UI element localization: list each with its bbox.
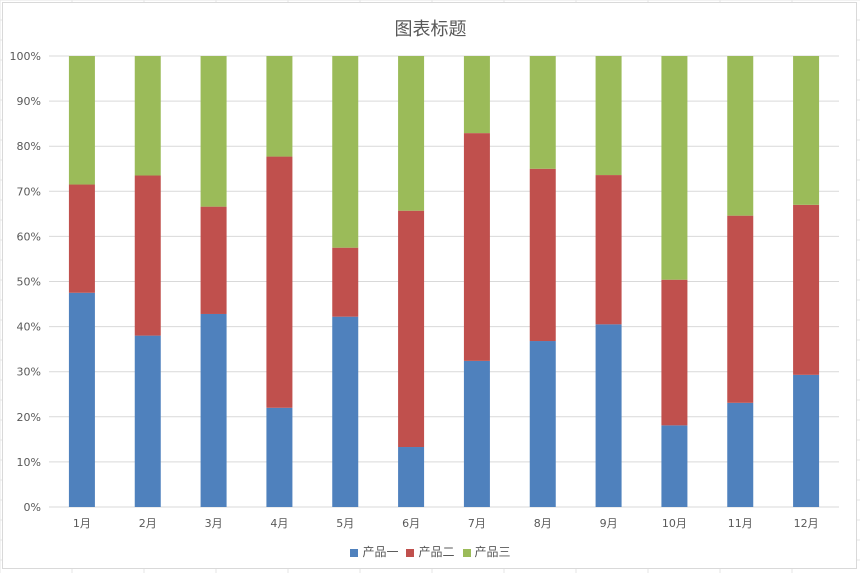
y-tick-label: 10% — [17, 456, 41, 469]
x-tick-label: 10月 — [662, 517, 687, 530]
bar-segment-series-1[interactable] — [595, 324, 622, 507]
y-tick-label: 20% — [17, 411, 41, 424]
x-tick-label: 2月 — [139, 517, 157, 530]
bar-segment-series-2[interactable] — [661, 279, 688, 426]
bar-segment-series-1[interactable] — [661, 425, 688, 507]
bar-segment-series-1[interactable] — [266, 407, 293, 507]
bar-segment-series-2[interactable] — [266, 156, 293, 408]
bar-segment-series-1[interactable] — [398, 447, 425, 507]
y-tick-label: 90% — [17, 95, 41, 108]
bar-segment-series-1[interactable] — [727, 402, 754, 507]
bar-segment-series-1[interactable] — [134, 335, 161, 507]
legend-swatch — [350, 548, 359, 557]
bar-segment-series-2[interactable] — [134, 175, 161, 336]
x-tick-label: 5月 — [336, 517, 354, 530]
bar-segment-series-2[interactable] — [793, 204, 820, 375]
x-tick-label: 4月 — [270, 517, 288, 530]
y-tick-label: 30% — [17, 366, 41, 379]
bar-segment-series-3[interactable] — [463, 56, 490, 134]
legend-item-series-3[interactable]: 产品三 — [462, 543, 511, 560]
x-tick-label: 7月 — [468, 517, 486, 530]
y-tick-label: 100% — [10, 50, 41, 63]
bar-segment-series-3[interactable] — [134, 56, 161, 176]
bar-segment-series-2[interactable] — [332, 247, 359, 317]
x-tick-label: 1月 — [73, 517, 91, 530]
bar-segment-series-2[interactable] — [398, 210, 425, 448]
legend-swatch — [462, 548, 471, 557]
chart-title[interactable]: 图表标题 — [394, 19, 467, 40]
y-tick-label: 80% — [17, 140, 41, 153]
y-tick-label: 0% — [24, 501, 41, 514]
x-tick-label: 3月 — [205, 517, 223, 530]
legend-label: 产品一 — [362, 545, 399, 559]
bar-segment-series-1[interactable] — [463, 360, 490, 507]
x-tick-label: 8月 — [534, 517, 552, 530]
x-tick-label: 6月 — [402, 517, 420, 530]
bar-segment-series-3[interactable] — [266, 56, 293, 157]
legend[interactable]: 产品一 产品二 产品三 — [3, 543, 858, 560]
bar-segment-series-3[interactable] — [200, 56, 227, 207]
x-tick-label: 12月 — [794, 517, 819, 530]
bar-segment-series-3[interactable] — [529, 56, 556, 169]
bar-segment-series-3[interactable] — [595, 56, 622, 176]
bar-segment-series-3[interactable] — [68, 56, 95, 185]
bar-segment-series-2[interactable] — [200, 206, 227, 314]
bar-segment-series-1[interactable] — [200, 313, 227, 507]
legend-item-series-1[interactable]: 产品一 — [350, 543, 398, 560]
legend-swatch — [406, 548, 415, 557]
bar-segment-series-3[interactable] — [398, 56, 425, 211]
bar-segment-series-1[interactable] — [793, 374, 820, 507]
y-tick-label: 60% — [17, 230, 41, 243]
bar-segment-series-3[interactable] — [793, 56, 820, 205]
plot-area[interactable]: 0% 10% 20% 30% 40% 50% 60% 70% 80% 90% 100% 1月 2月 3月 4… — [3, 3, 858, 570]
legend-item-series-2[interactable]: 产品二 — [406, 543, 455, 560]
legend-label: 产品三 — [474, 545, 511, 559]
bar-segment-series-3[interactable] — [332, 56, 359, 248]
bar-segment-series-2[interactable] — [529, 168, 556, 342]
legend-label: 产品二 — [418, 545, 455, 559]
y-tick-label: 40% — [17, 321, 41, 334]
x-tick-label: 11月 — [728, 517, 753, 530]
bar-segment-series-3[interactable] — [661, 56, 688, 280]
bar-segment-series-1[interactable] — [529, 341, 556, 507]
bar-segment-series-1[interactable] — [332, 316, 359, 507]
x-tick-label: 9月 — [600, 517, 618, 530]
bar-segment-series-1[interactable] — [68, 292, 95, 507]
bar-segment-series-2[interactable] — [727, 215, 754, 403]
bar-segment-series-2[interactable] — [463, 133, 490, 361]
y-tick-label: 50% — [17, 276, 41, 289]
y-tick-label: 70% — [17, 185, 41, 198]
bar-segment-series-3[interactable] — [727, 56, 754, 216]
bar-segment-series-2[interactable] — [595, 175, 622, 325]
bar-segment-series-2[interactable] — [68, 184, 95, 293]
